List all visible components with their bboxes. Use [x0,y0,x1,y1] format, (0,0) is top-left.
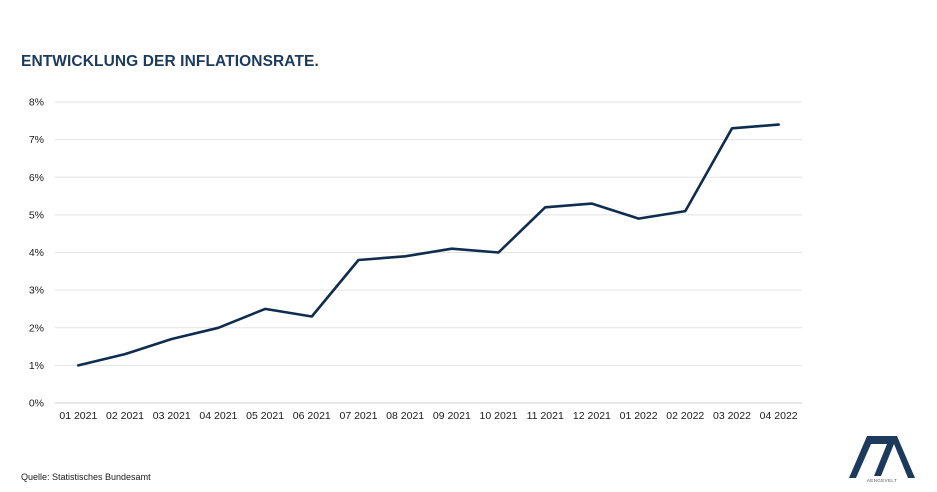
y-tick-label: 8% [29,97,44,109]
y-axis-ticks: 0% 1% 2% 3% 4% 5% 6% 7% 8% [29,97,44,410]
x-tick-label: 01 2022 [620,410,658,422]
chart-title: ENTWICKLUNG DER INFLATIONSRATE. [21,53,319,70]
x-tick-label: 04 2022 [760,410,798,422]
y-tick-label: 5% [29,209,44,221]
source-note: Quelle: Statistisches Bundesamt [21,472,151,482]
y-tick-label: 7% [29,134,44,146]
x-tick-label: 08 2021 [386,410,424,422]
x-tick-label: 09 2021 [433,410,471,422]
line-chart: 0% 1% 2% 3% 4% 5% 6% 7% 8% 01 2021 02 2021 03 2021… [29,97,802,422]
x-tick-label: 11 2021 [527,410,564,422]
y-tick-label: 1% [29,360,44,372]
x-tick-label: 12 2021 [573,410,611,422]
x-tick-label: 03 2021 [153,410,191,422]
aengevelt-logo-icon [849,436,915,478]
logo-text: AENGEVELT [866,478,898,483]
series-line-inflation [77,123,781,367]
x-tick-label: 05 2021 [246,410,284,422]
x-tick-label: 03 2022 [713,410,751,422]
y-tick-label: 4% [29,247,44,259]
x-tick-label: 04 2021 [199,410,237,422]
y-tick-label: 2% [29,322,44,334]
y-tick-label: 6% [29,172,44,184]
x-tick-label: 07 2021 [339,410,377,422]
y-tick-label: 3% [29,285,44,297]
x-tick-label: 01 2021 [59,410,97,422]
x-tick-label: 10 2021 [480,410,518,422]
series-lines [77,123,781,367]
x-tick-label: 02 2021 [106,410,144,422]
x-tick-label: 06 2021 [293,410,331,422]
y-tick-label: 0% [29,398,44,410]
x-axis-ticks: 01 2021 02 2021 03 2021 04 2021 05 2021 06 20… [59,410,797,422]
x-tick-label: 02 2022 [666,410,704,422]
